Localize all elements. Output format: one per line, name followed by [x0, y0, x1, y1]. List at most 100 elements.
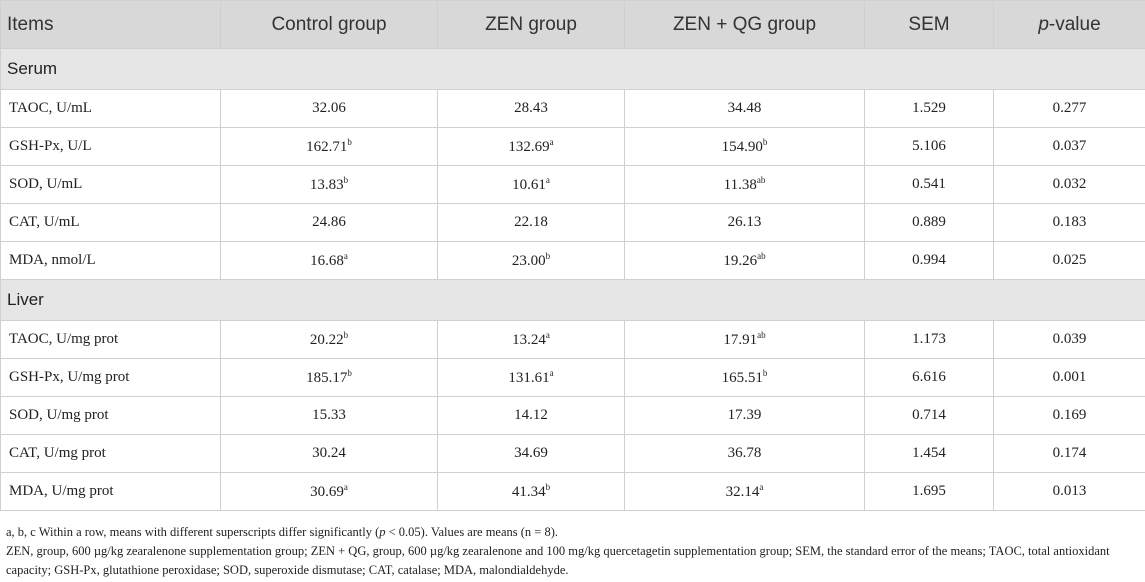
- header-row: Items Control group ZEN group ZEN + QG grou…: [0, 0, 1145, 49]
- value-text: 13.83: [309, 177, 344, 193]
- value-text: 28.43: [514, 100, 548, 116]
- value-cell: 165.51b: [624, 358, 865, 397]
- header-text: ZEN group: [485, 13, 577, 35]
- superscript: a: [343, 251, 348, 261]
- value-cell: 15.33: [220, 396, 438, 435]
- item-cell: MDA, nmol/L: [0, 241, 221, 280]
- value-text: 11.38: [723, 177, 757, 193]
- superscript: b: [762, 368, 768, 378]
- item-text: CAT, U/mg prot: [9, 445, 106, 461]
- value-cell: 30.24: [220, 434, 438, 473]
- value-text: 1.695: [912, 483, 946, 499]
- value-text: 0.889: [912, 214, 946, 230]
- value-text: 0.039: [1052, 331, 1087, 347]
- value-cell: 131.61a: [437, 358, 625, 397]
- section-text: Serum: [7, 59, 58, 78]
- footnote: ZEN, group, 600 µg/kg zearalenone supple…: [6, 542, 1139, 580]
- item-text: SOD, U/mg prot: [9, 407, 109, 423]
- header-cell: ZEN group: [437, 0, 625, 49]
- item-cell: GSH-Px, U/mg prot: [0, 358, 221, 397]
- item-cell: TAOC, U/mg prot: [0, 320, 221, 359]
- value-text: 0.183: [1052, 214, 1087, 230]
- value-cell: 0.025: [993, 241, 1145, 280]
- section-title: Liver: [0, 279, 1145, 321]
- value-text: 0.174: [1052, 445, 1087, 461]
- value-text: 41.34: [511, 484, 546, 500]
- value-text: 131.61: [508, 370, 550, 386]
- section-title: Serum: [0, 48, 1145, 90]
- item-text: TAOC, U/mL: [9, 100, 92, 116]
- value-text: 0.169: [1052, 407, 1087, 423]
- value-cell: 1.173: [864, 320, 994, 359]
- value-cell: 0.994: [864, 241, 994, 280]
- value-text: 132.69: [508, 139, 550, 155]
- value-cell: 30.69a: [220, 472, 438, 511]
- value-cell: 0.169: [993, 396, 1145, 435]
- value-text: 0.037: [1052, 138, 1087, 154]
- value-cell: 28.43: [437, 89, 625, 128]
- header-text: Items: [7, 13, 54, 35]
- footnote-text: ZEN, group, 600 µg/kg zearalenone supple…: [6, 544, 1110, 577]
- value-text: 0.994: [912, 252, 946, 268]
- value-cell: 0.714: [864, 396, 994, 435]
- superscript: b: [347, 368, 352, 378]
- data-row: CAT, U/mg prot 30.24 34.69 36.78 1.454 0.174: [0, 434, 1145, 473]
- value-cell: 185.17b: [220, 358, 438, 397]
- value-cell: 16.68a: [220, 241, 438, 280]
- value-text: 1.529: [912, 100, 946, 116]
- value-cell: 11.38ab: [624, 165, 865, 204]
- item-text: GSH-Px, U/mg prot: [9, 369, 130, 385]
- value-cell: 17.91ab: [624, 320, 865, 359]
- value-text: 36.78: [727, 445, 762, 461]
- header-cell: SEM: [864, 0, 994, 49]
- value-cell: 32.14a: [624, 472, 865, 511]
- value-cell: 162.71b: [220, 127, 438, 166]
- value-cell: 1.454: [864, 434, 994, 473]
- superscript: b: [343, 175, 349, 185]
- item-cell: GSH-Px, U/L: [0, 127, 221, 166]
- item-text: MDA, nmol/L: [9, 252, 96, 268]
- superscript: b: [762, 137, 768, 147]
- header-cell: Items: [0, 0, 221, 49]
- data-row: SOD, U/mL 13.83b 10.61a 11.38ab 0.541 0.032: [0, 165, 1145, 204]
- value-text: 0.714: [912, 407, 946, 423]
- value-cell: 13.83b: [220, 165, 438, 204]
- value-text: 34.48: [727, 100, 762, 116]
- value-text: 22.18: [514, 214, 548, 230]
- value-cell: 0.541: [864, 165, 994, 204]
- superscript: a: [343, 482, 348, 492]
- value-text: 34.69: [514, 445, 548, 461]
- value-cell: 5.106: [864, 127, 994, 166]
- item-cell: SOD, U/mL: [0, 165, 221, 204]
- value-cell: 14.12: [437, 396, 625, 435]
- superscript: b: [347, 137, 352, 147]
- value-text: 10.61: [512, 177, 546, 193]
- value-cell: 1.695: [864, 472, 994, 511]
- superscript: ab: [757, 330, 766, 340]
- superscript: a: [545, 330, 550, 340]
- header-text: -value: [1048, 13, 1101, 35]
- value-cell: 23.00b: [437, 241, 625, 280]
- value-cell: 41.34b: [437, 472, 625, 511]
- value-text: 20.22: [309, 332, 344, 348]
- data-row: TAOC, U/mL 32.06 28.43 34.48 1.529 0.277: [0, 89, 1145, 128]
- header-cell: ZEN + QG group: [624, 0, 865, 49]
- value-cell: 0.277: [993, 89, 1145, 128]
- superscript: a: [545, 175, 550, 185]
- section-row: Serum: [0, 48, 1145, 90]
- item-text: CAT, U/mL: [9, 214, 80, 230]
- superscript: b: [545, 482, 551, 492]
- item-text: SOD, U/mL: [9, 176, 83, 192]
- superscript: a: [549, 137, 554, 147]
- superscript: ab: [756, 175, 766, 185]
- value-cell: 10.61a: [437, 165, 625, 204]
- value-text: 6.616: [912, 369, 946, 385]
- value-text: 30.69: [310, 484, 344, 500]
- value-text: 0.013: [1052, 483, 1087, 499]
- header-cell: p-value: [993, 0, 1145, 49]
- item-text: MDA, U/mg prot: [9, 483, 114, 499]
- data-table: Items Control group ZEN group ZEN + QG grou…: [0, 0, 1145, 511]
- footnote: a, b, c Within a row, means with differe…: [6, 523, 1139, 542]
- data-row: MDA, nmol/L 16.68a 23.00b 19.26ab 0.994 0.025: [0, 241, 1145, 280]
- value-text: 26.13: [727, 214, 762, 230]
